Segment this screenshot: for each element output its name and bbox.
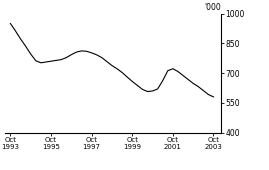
Text: '000: '000 bbox=[204, 3, 221, 12]
